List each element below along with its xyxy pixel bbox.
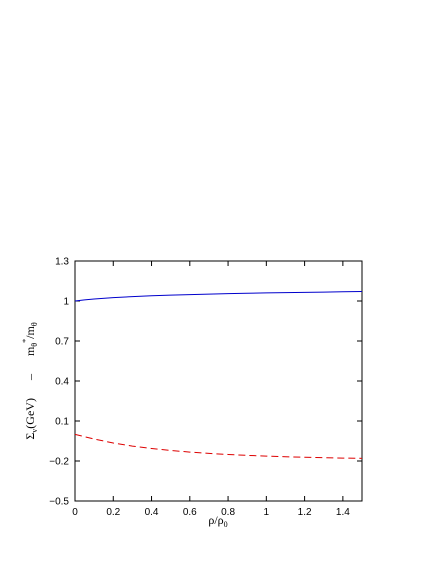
series-line-2 — [74, 433, 363, 459]
y-axis-title: Σv(GeV)–mθ*/mθ — [21, 322, 39, 440]
x-tick-label: 0 — [72, 507, 78, 518]
y-tick-label: 1 — [63, 297, 69, 308]
y-tick-label: 1.3 — [55, 257, 69, 268]
series-line-1 — [74, 291, 363, 302]
y-tick-label: −0.5 — [49, 497, 69, 508]
y-tick-label: 0.4 — [55, 377, 69, 388]
x-tick-label: 0.8 — [221, 507, 235, 518]
y-tick-label: 0.7 — [55, 337, 69, 348]
x-axis-title: ρ/ρ0 — [208, 513, 227, 529]
y-tick-label: 0.1 — [55, 417, 69, 428]
x-axis-ticks: 0 0.2 0.4 0.6 0.8 1 1.2 1.4 — [72, 261, 350, 518]
series-group — [74, 291, 363, 459]
x-tick-label: 1.2 — [298, 507, 312, 518]
x-tick-label: 1 — [264, 507, 270, 518]
y-tick-label: −0.2 — [49, 457, 69, 468]
x-tick-label: 1.4 — [336, 507, 350, 518]
x-tick-label: 0.4 — [145, 507, 159, 518]
y-axis-ticks: −0.5 −0.2 0.1 0.4 0.7 1 1.3 — [49, 257, 362, 508]
x-tick-label: 0.6 — [183, 507, 197, 518]
x-tick-label: 0.2 — [106, 507, 120, 518]
